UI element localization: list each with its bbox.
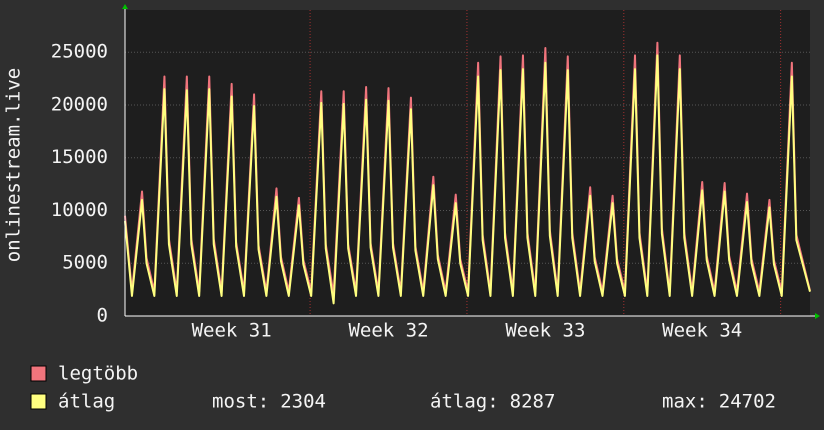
legend-label: átlag	[58, 391, 115, 413]
y-tick-label: 0	[97, 305, 108, 327]
stat-value: 2304	[280, 391, 326, 413]
legend-swatch	[30, 393, 47, 410]
legend-label: legtöbb	[58, 363, 138, 385]
y-tick-label: 15000	[51, 146, 108, 168]
y-tick-label: 5000	[62, 252, 108, 274]
y-axis-arrow	[122, 4, 128, 9]
series-line	[124, 54, 811, 305]
stat-label: most:	[212, 391, 269, 413]
stat-label: max:	[662, 391, 708, 413]
stat-label: átlag:	[430, 391, 499, 413]
x-tick-label: Week 32	[348, 320, 428, 342]
y-tick-label: 20000	[51, 93, 108, 115]
x-tick-label: Week 31	[192, 320, 272, 342]
x-tick-label: Week 34	[662, 320, 742, 342]
stat-value: 8287	[510, 391, 556, 413]
x-tick-label: Week 33	[505, 320, 585, 342]
y-axis-title: onlinestream.live	[3, 68, 25, 262]
x-axis-arrow	[815, 313, 820, 319]
y-tick-label: 25000	[51, 41, 108, 63]
legend-swatch	[30, 365, 47, 382]
y-tick-label: 10000	[51, 199, 108, 221]
stat-value: 24702	[719, 391, 776, 413]
